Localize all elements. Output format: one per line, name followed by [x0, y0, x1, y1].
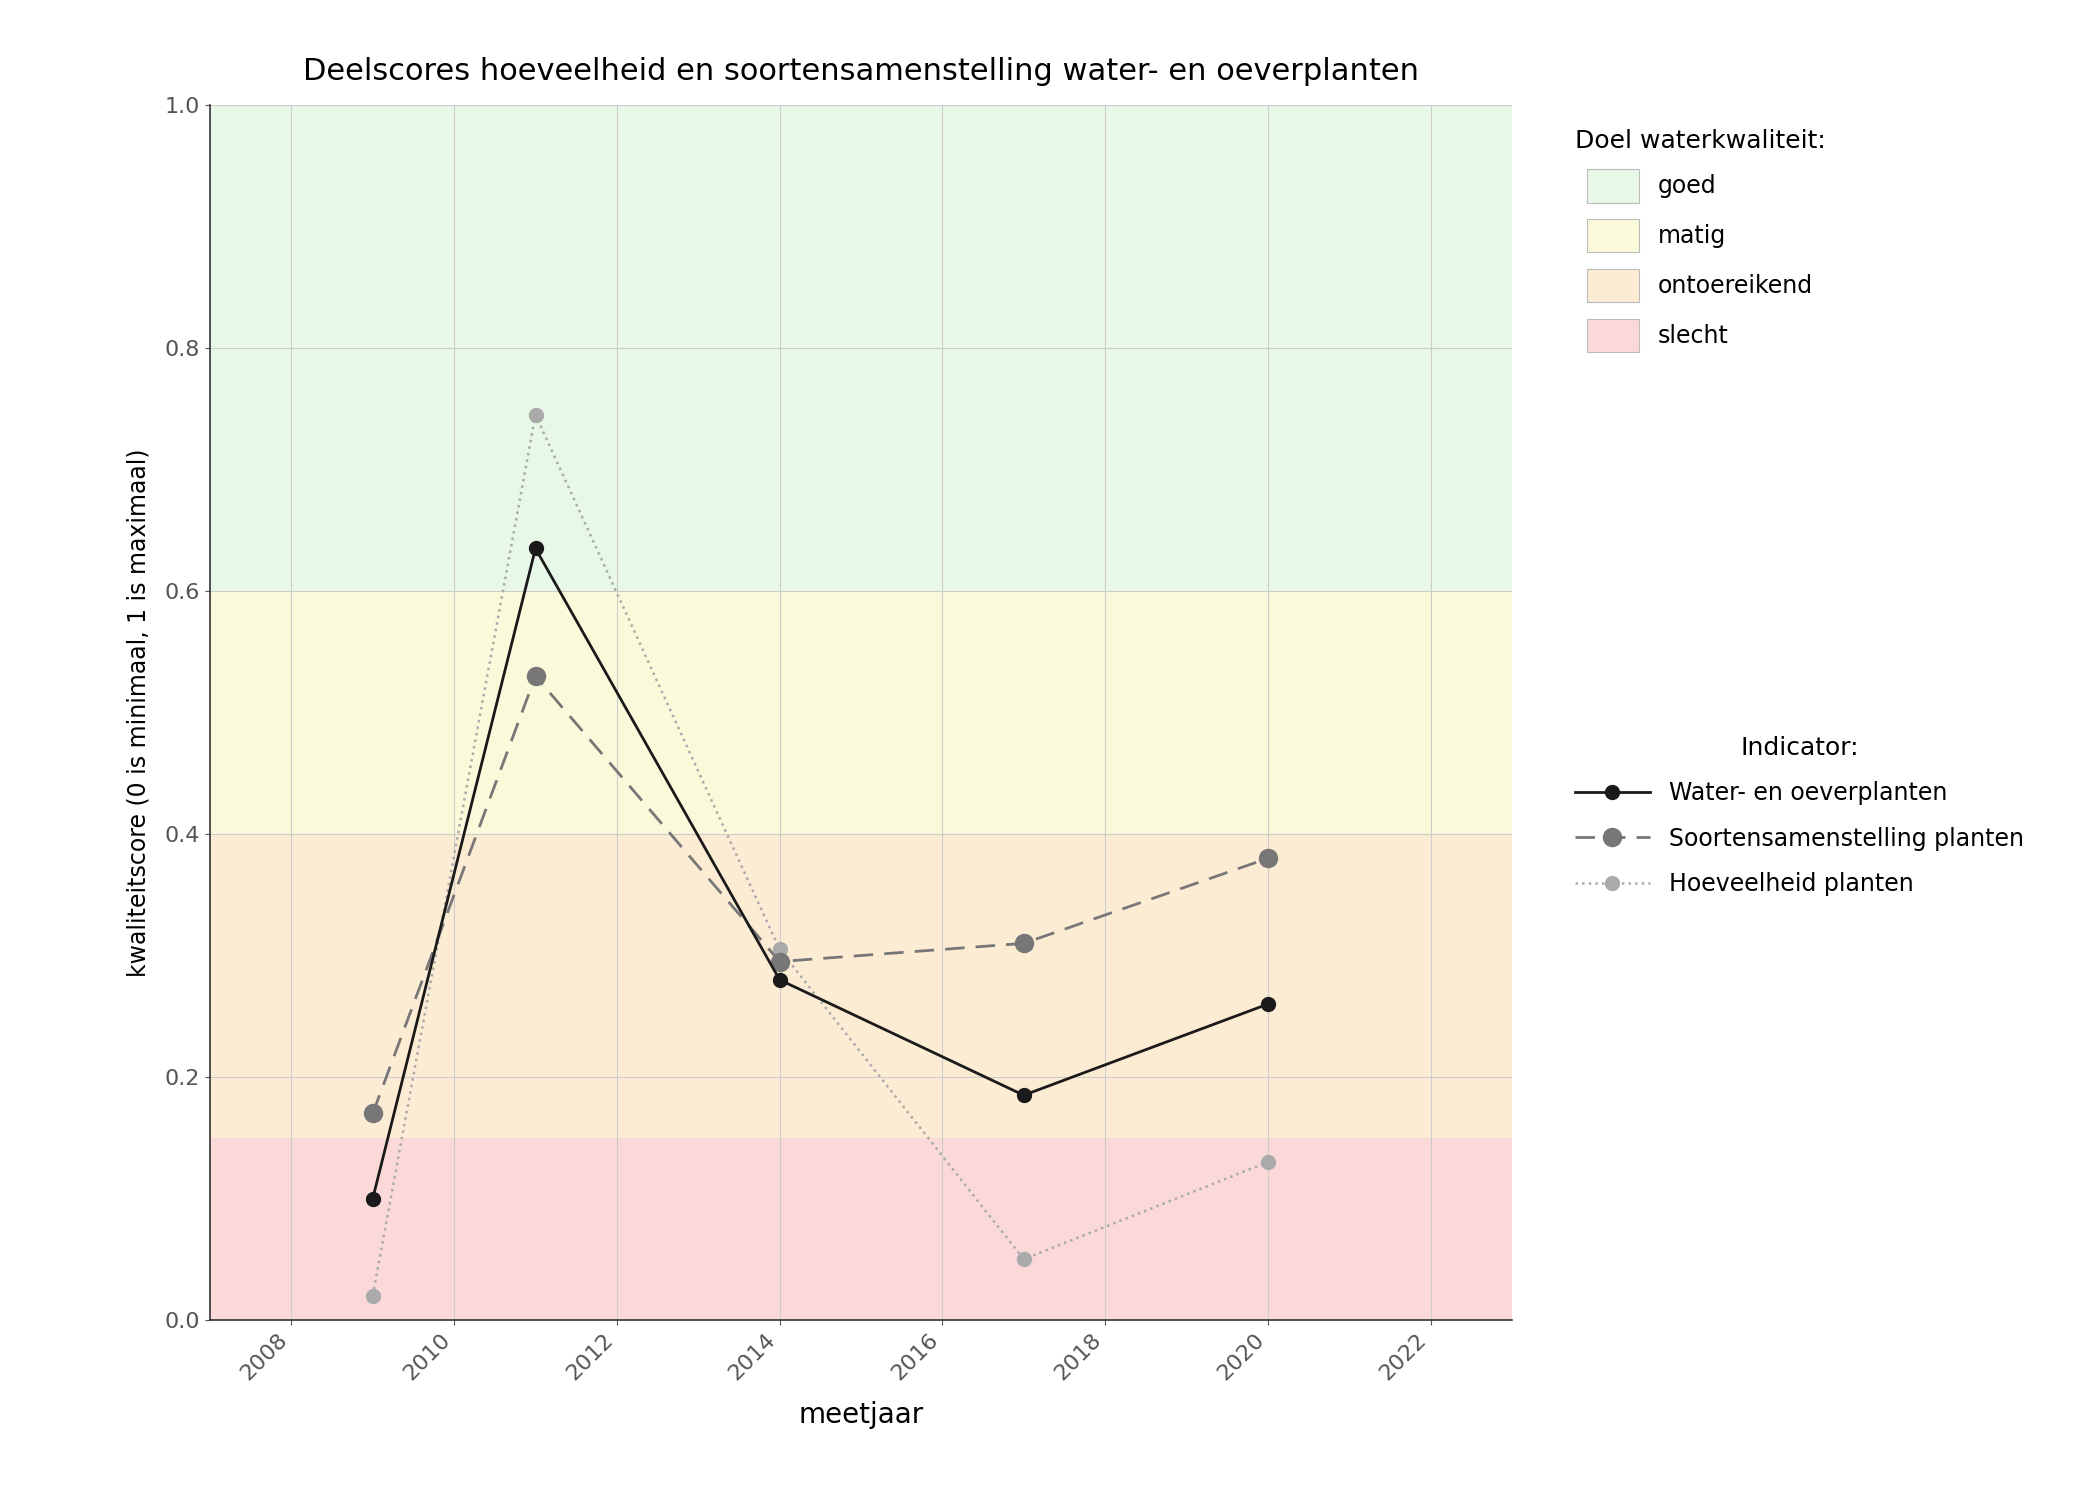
Bar — [210, 105, 1512, 591]
Bar — [210, 834, 1512, 1137]
Bar — [210, 591, 1512, 834]
Y-axis label: kwaliteitscore (0 is minimaal, 1 is maximaal): kwaliteitscore (0 is minimaal, 1 is maxi… — [126, 448, 151, 976]
Bar — [210, 1137, 1512, 1320]
Title: Deelscores hoeveelheid en soortensamenstelling water- en oeverplanten: Deelscores hoeveelheid en soortensamenst… — [302, 57, 1420, 86]
X-axis label: meetjaar: meetjaar — [798, 1401, 924, 1428]
Legend: Water- en oeverplanten, Soortensamenstelling planten, Hoeveelheid planten: Water- en oeverplanten, Soortensamenstel… — [1562, 724, 2035, 908]
